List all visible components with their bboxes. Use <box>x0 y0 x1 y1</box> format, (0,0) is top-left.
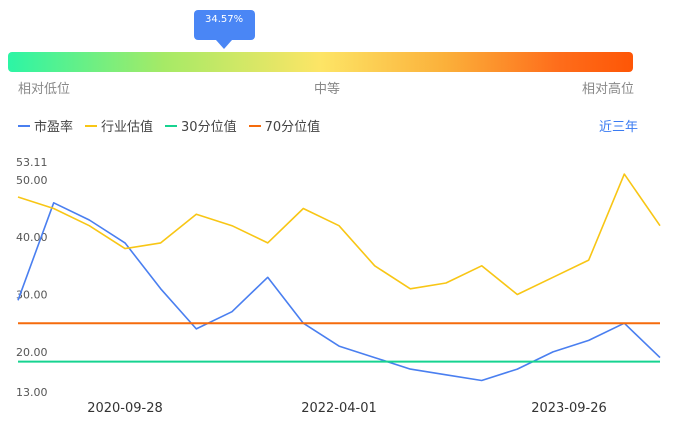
chart-legend: 市盈率 行业估值 30分位值 70分位值 <box>18 116 332 135</box>
legend-item-pe[interactable]: 市盈率 <box>18 116 73 135</box>
gauge-label-mid: 中等 <box>314 82 341 97</box>
legend-item-industry[interactable]: 行业估值 <box>85 116 153 135</box>
percentile-tooltip: 34.57% <box>193 10 255 49</box>
legend-swatch-industry <box>85 124 98 127</box>
legend-swatch-p30 <box>165 124 178 127</box>
legend-label-p70: 70分位值 <box>264 120 321 135</box>
legend-item-p70[interactable]: 70分位值 <box>248 116 321 135</box>
y-tick-label-5: 13.00 <box>16 386 48 399</box>
y-tick-label-4: 20.00 <box>16 346 48 359</box>
legend-swatch-pe <box>18 124 30 127</box>
y-tick-label-0: 53.11 <box>16 156 48 169</box>
legend-label-p30: 30分位值 <box>181 120 237 135</box>
legend-label-industry: 行业估值 <box>101 120 154 135</box>
x-tick-label-2: 2023-09-26 <box>531 401 607 416</box>
series-line-0 <box>17 202 661 382</box>
x-tick-label-1: 2022-04-01 <box>301 401 377 416</box>
percentile-value: 34.57% <box>204 14 244 25</box>
x-tick-label-0: 2020-09-28 <box>87 401 163 416</box>
period-selector[interactable]: 近三年 <box>599 120 639 135</box>
y-tick-label-1: 50.00 <box>16 174 48 187</box>
y-tick-label-3: 30.00 <box>16 289 48 302</box>
legend-item-p30[interactable]: 30分位值 <box>165 116 237 135</box>
gauge-label-high: 相对高位 <box>582 82 635 97</box>
gauge-label-low: 相对低位 <box>18 82 71 97</box>
legend-label-pe: 市盈率 <box>34 120 74 135</box>
valuation-gauge-bar <box>8 52 633 72</box>
legend-swatch-p70 <box>248 124 261 127</box>
series-line-1 <box>17 173 661 296</box>
